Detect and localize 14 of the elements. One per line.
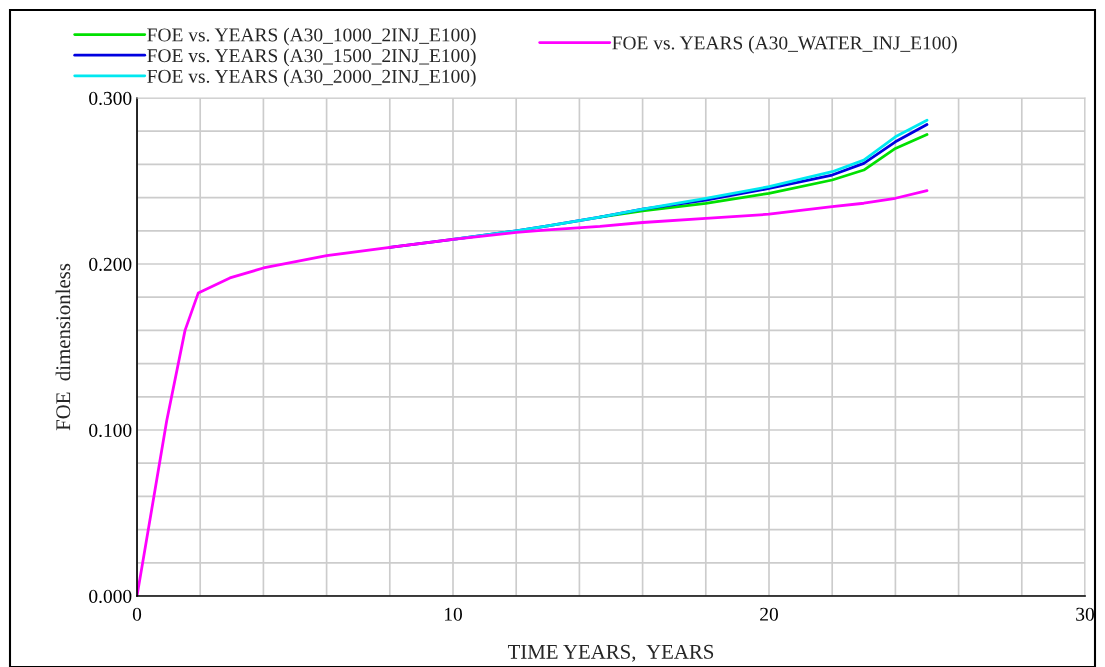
legend-label: FOE vs. YEARS (A30_WATER_INJ_E100) bbox=[612, 35, 957, 54]
x-tick-label: 20 bbox=[760, 607, 778, 621]
x-tick-label: 30 bbox=[1076, 607, 1094, 621]
x-tick-label: 10 bbox=[444, 607, 462, 621]
legend-label: FOE vs. YEARS (A30_1500_2INJ_E100) bbox=[147, 48, 476, 67]
x-tick-label: 0 bbox=[132, 607, 142, 621]
y-tick-label: 0.000 bbox=[89, 589, 132, 604]
y-tick-label: 0.300 bbox=[89, 91, 132, 106]
y-tick-label: 0.200 bbox=[89, 257, 132, 272]
y-axis-title: FOE dimensionless bbox=[55, 263, 71, 431]
y-tick-label: 0.100 bbox=[89, 423, 132, 438]
x-axis-title: TIME YEARS, YEARS bbox=[507, 644, 714, 662]
legend-label: FOE vs. YEARS (A30_1000_2INJ_E100) bbox=[147, 27, 476, 46]
legend-label: FOE vs. YEARS (A30_2000_2INJ_E100) bbox=[147, 69, 476, 87]
